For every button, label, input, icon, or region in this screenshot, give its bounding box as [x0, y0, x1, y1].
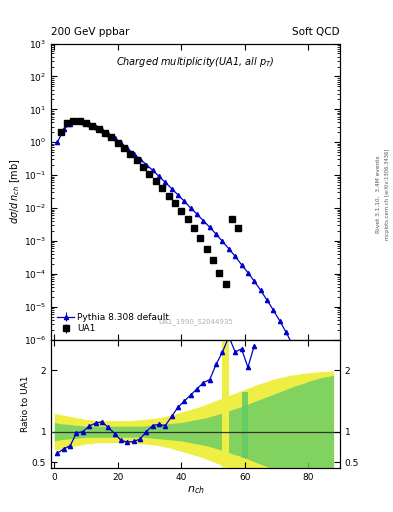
Text: 200 GeV ppbar: 200 GeV ppbar — [51, 27, 129, 37]
Legend: Pythia 8.308 default, UA1: Pythia 8.308 default, UA1 — [55, 311, 171, 335]
X-axis label: $n_{ch}$: $n_{ch}$ — [187, 484, 204, 496]
Text: Charged multiplicity(UA1, all $p_T$): Charged multiplicity(UA1, all $p_T$) — [116, 55, 275, 69]
Text: Soft QCD: Soft QCD — [292, 27, 340, 37]
Text: Rivet 3.1.10,  3.4M events: Rivet 3.1.10, 3.4M events — [376, 156, 380, 233]
Y-axis label: $d\sigma/d\,n_{ch}$ [mb]: $d\sigma/d\,n_{ch}$ [mb] — [9, 159, 22, 224]
Text: UA1_1990_S2044935: UA1_1990_S2044935 — [158, 318, 233, 325]
Text: mcplots.cern.ch [arXiv:1306.3436]: mcplots.cern.ch [arXiv:1306.3436] — [385, 149, 389, 240]
Y-axis label: Ratio to UA1: Ratio to UA1 — [22, 376, 31, 432]
